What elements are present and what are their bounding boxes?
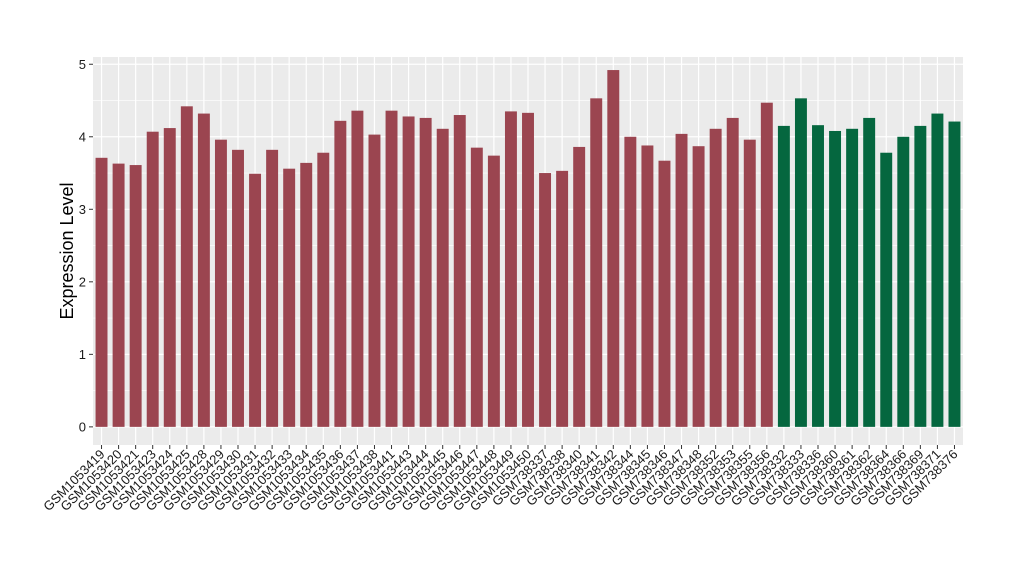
bar-GSM1053429	[214, 139, 227, 427]
bar-GSM738362	[863, 117, 876, 427]
bar-GSM1053444	[419, 117, 432, 427]
bar-GSM1053450	[522, 112, 534, 427]
bar-GSM738361	[846, 128, 859, 427]
bar-GSM738344	[624, 136, 637, 427]
bar-GSM738356	[760, 102, 773, 427]
bar-GSM1053425	[180, 106, 193, 427]
bar-GSM738336	[812, 125, 824, 427]
bar-GSM738366	[897, 136, 910, 427]
bar-GSM1053433	[283, 168, 296, 427]
bar-GSM738340	[573, 146, 586, 427]
bar-GSM738355	[743, 139, 756, 427]
bar-GSM1053423	[146, 131, 159, 427]
y-axis-title: Expression Level	[57, 182, 77, 319]
bar-GSM1053421	[129, 165, 142, 427]
bar-GSM1053448	[487, 155, 500, 427]
bar-GSM1053419	[95, 157, 108, 427]
bar-GSM1053437	[351, 110, 364, 427]
y-tick-label: 5	[79, 57, 86, 72]
y-tick-label: 3	[79, 202, 86, 217]
bar-GSM1053432	[266, 149, 279, 427]
bar-GSM738345	[641, 145, 654, 427]
bar-GSM1053420	[112, 163, 125, 427]
bar-GSM1053445	[436, 128, 449, 427]
bar-GSM1053434	[300, 162, 313, 427]
bar-GSM1053443	[402, 116, 415, 427]
bar-GSM738360	[829, 130, 842, 427]
bar-GSM738346	[658, 160, 671, 427]
bar-GSM738376	[948, 121, 961, 427]
y-tick-label: 2	[79, 274, 86, 289]
bar-GSM1053441	[385, 110, 398, 427]
bar-GSM738338	[556, 170, 569, 427]
bar-GSM1053424	[163, 128, 176, 427]
bar-GSM1053436	[334, 120, 347, 427]
x-axis: GSM1053419GSM1053420GSM1053421GSM1053423…	[40, 445, 961, 514]
bar-GSM1053430	[232, 149, 244, 427]
bar-GSM1053447	[470, 147, 483, 427]
bar-GSM738332	[777, 125, 790, 427]
bar-GSM1053435	[317, 152, 330, 427]
bar-GSM1053449	[504, 111, 517, 427]
bar-GSM738347	[675, 133, 688, 427]
y-tick-label: 4	[79, 129, 86, 144]
bar-GSM1053428	[197, 113, 210, 427]
bar-GSM1053438	[368, 134, 381, 427]
bar-GSM738364	[880, 152, 893, 427]
bar-GSM738369	[914, 125, 927, 427]
bar-GSM738352	[709, 128, 722, 427]
bar-GSM738371	[931, 113, 944, 427]
bar-GSM1053431	[249, 173, 262, 427]
bar-GSM1053446	[453, 115, 466, 427]
bar-GSM738341	[590, 98, 603, 427]
y-tick-label: 1	[79, 347, 86, 362]
y-axis: 0 1 2 3 4 5	[79, 57, 93, 434]
y-tick-label: 0	[79, 419, 86, 434]
bars	[95, 70, 961, 427]
bar-GSM738348	[692, 146, 705, 427]
bar-GSM738342	[607, 70, 620, 427]
bar-GSM738337	[539, 173, 552, 427]
bar-GSM738333	[794, 98, 807, 427]
bar-GSM738353	[726, 117, 739, 427]
